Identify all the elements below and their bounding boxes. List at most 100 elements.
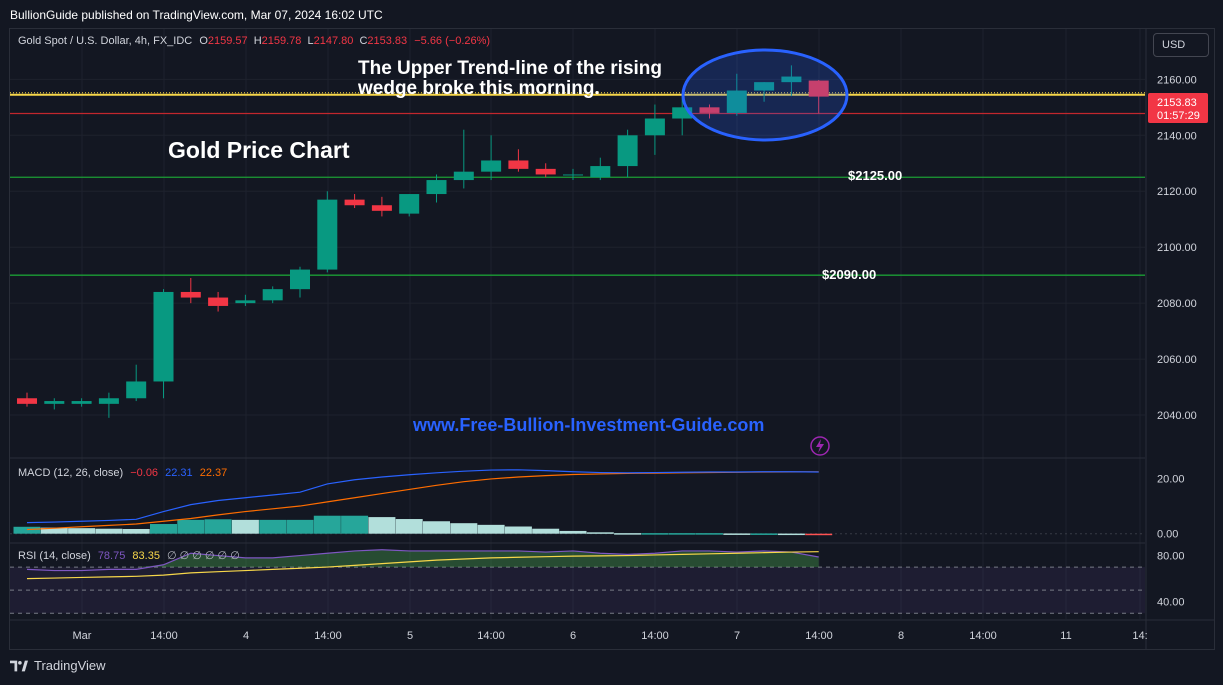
price-tick-label: 2100.00 [1157, 242, 1197, 254]
high-value: 2159.78 [261, 35, 302, 47]
rsi-label: RSI (14, close) [18, 550, 91, 562]
time-tick-label: 14:00 [150, 630, 178, 642]
macd-histogram-bar [150, 524, 177, 534]
candle-body [617, 135, 638, 167]
price-tick-label: 2040.00 [1157, 410, 1197, 422]
macd-tick-label: 20.00 [1157, 473, 1185, 485]
macd-histogram-bar [177, 519, 205, 534]
chart-title: Gold Price Chart [168, 137, 350, 163]
website-annotation[interactable]: www.Free-Bullion-Investment-Guide.com [412, 415, 764, 435]
macd-histogram-bar [723, 533, 751, 535]
last-price-tag [1148, 93, 1208, 123]
rsi-tick-label: 80.00 [1157, 551, 1185, 563]
macd-histogram-bar [614, 533, 642, 535]
rsi-legend[interactable]: RSI (14, close) 78.75 83.35 ∅ ∅ ∅ ∅ ∅ ∅ [18, 549, 240, 562]
macd-histogram-bar [777, 533, 805, 536]
candle-body [590, 166, 611, 178]
candle-body [44, 401, 65, 404]
candle-body [781, 76, 802, 83]
chart-frame[interactable] [9, 28, 1215, 650]
rsi-tick-label: 40.00 [1157, 597, 1185, 609]
macd-histogram-bar [668, 533, 696, 535]
macd-histogram-bar [559, 530, 587, 534]
macd-histogram-bar [696, 533, 723, 535]
open-value: 2159.57 [207, 35, 248, 47]
macd-legend[interactable]: MACD (12, 26, close) −0.06 22.31 22.37 [18, 467, 227, 479]
time-tick-label: 14:00 [314, 630, 342, 642]
currency-button[interactable]: USD [1153, 33, 1209, 57]
close-value: 2153.83 [367, 35, 408, 47]
last-price-value: 2153.83 [1157, 97, 1197, 109]
tradingview-logo-icon [10, 660, 28, 671]
change-value: −5.66 (−0.26%) [414, 35, 491, 47]
macd-histogram-bar [805, 533, 833, 536]
macd-histogram-bar [586, 532, 614, 534]
macd-histogram-bar [750, 533, 778, 535]
rsi-ma-line [26, 551, 819, 580]
macd-hist-value: −0.06 [130, 467, 159, 479]
macd-tick-label: 0.00 [1157, 529, 1178, 541]
publisher-line: BullionGuide published on TradingView.co… [10, 8, 383, 22]
candle-body [699, 107, 720, 113]
time-tick-label: 8 [898, 630, 904, 642]
low-value: 2147.80 [313, 35, 354, 47]
macd-histogram-bar [532, 528, 560, 534]
macd-histogram-bar [423, 521, 450, 534]
rsi-line [26, 549, 819, 572]
macd-histogram-bar [40, 527, 68, 534]
candle-body [153, 291, 174, 382]
macd-histogram-bar [286, 519, 314, 534]
lightning-icon[interactable] [810, 436, 830, 456]
macd-histogram-bar [368, 517, 396, 534]
macd-signal-value: 22.37 [199, 467, 228, 479]
wedge-annotation-line2: wedge broke this morning. [357, 78, 600, 99]
time-tick-label: 14:00 [477, 630, 505, 642]
candle-body [290, 269, 310, 290]
time-tick-label: 14:00 [969, 630, 997, 642]
level-label-2125: $2125.00 [848, 168, 902, 183]
bar-countdown: 01:57:29 [1157, 110, 1200, 122]
price-tick-label: 2120.00 [1157, 186, 1197, 198]
candle-body [235, 300, 256, 304]
time-tick-label: 14:00 [641, 630, 669, 642]
candle-body [208, 297, 229, 306]
time-tick-label: 5 [407, 630, 413, 642]
candle-body [453, 171, 474, 181]
candle-body [17, 398, 37, 404]
symbol-name: Gold Spot / U.S. Dollar, 4h, FX_IDC [18, 35, 193, 47]
macd-histogram-bar [13, 526, 41, 534]
macd-value: 22.31 [165, 467, 193, 479]
time-tick-label: 14: [1132, 630, 1147, 642]
high-label: H [253, 35, 262, 47]
macd-histogram-bar [641, 533, 669, 535]
macd-histogram-bar [504, 526, 532, 534]
symbol-legend[interactable]: Gold Spot / U.S. Dollar, 4h, FX_IDC O215… [18, 35, 490, 47]
candle-body [399, 194, 420, 214]
footer-brand: TradingView [34, 658, 106, 673]
macd-line [26, 469, 819, 524]
candle-body [71, 401, 92, 404]
rsi-value: 78.75 [97, 550, 126, 562]
rsi-overbought-fill [27, 549, 819, 568]
price-tick-label: 2080.00 [1157, 298, 1197, 310]
open-label: O [199, 35, 208, 47]
candle-body [481, 160, 502, 172]
time-tick-label: Mar [73, 630, 92, 642]
candle-body [344, 199, 365, 206]
footer[interactable]: TradingView [10, 658, 106, 673]
time-tick-label: 7 [734, 630, 740, 642]
time-tick-label: 6 [570, 630, 576, 642]
macd-histogram-bar [450, 523, 478, 534]
candle-body [563, 174, 583, 176]
macd-histogram-bar [313, 515, 341, 534]
macd-histogram-bar [204, 519, 232, 534]
macd-signal-line [26, 471, 819, 531]
time-tick-label: 14:00 [805, 630, 833, 642]
macd-histogram-bar [341, 515, 369, 534]
candle-body [535, 168, 556, 175]
price-tick-label: 2140.00 [1157, 130, 1197, 142]
candle-body [672, 107, 693, 119]
candle-body [808, 80, 829, 97]
candle-body [644, 118, 665, 136]
